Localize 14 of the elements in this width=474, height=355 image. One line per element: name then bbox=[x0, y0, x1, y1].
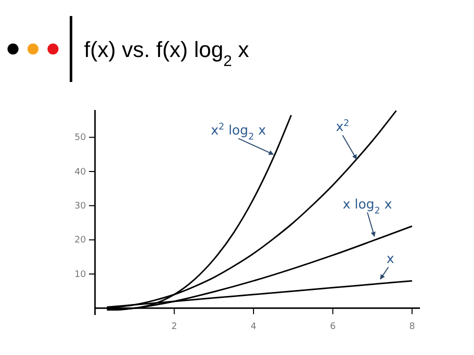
chart-title: f(x) vs. f(x) log$_{2}$ x bbox=[84, 37, 250, 70]
x-tick-label: 8 bbox=[409, 322, 416, 332]
y-tick-label: 30 bbox=[74, 202, 86, 212]
x-tick-label: 4 bbox=[250, 322, 257, 332]
annotation: x$^{2}$ bbox=[336, 119, 350, 136]
x-tick-label: 2 bbox=[171, 322, 178, 332]
annotation: x log$_{2}$ x bbox=[342, 197, 392, 216]
annotation: x$^{2}$ log$_{2}$ x bbox=[210, 122, 266, 142]
x-tick-label: 6 bbox=[330, 322, 336, 332]
y-tick-label: 20 bbox=[74, 236, 86, 246]
y-tick-label: 40 bbox=[74, 167, 86, 178]
y-tick-label: 10 bbox=[74, 270, 86, 280]
annotation: x bbox=[386, 252, 395, 268]
y-tick-label: 50 bbox=[74, 133, 86, 144]
